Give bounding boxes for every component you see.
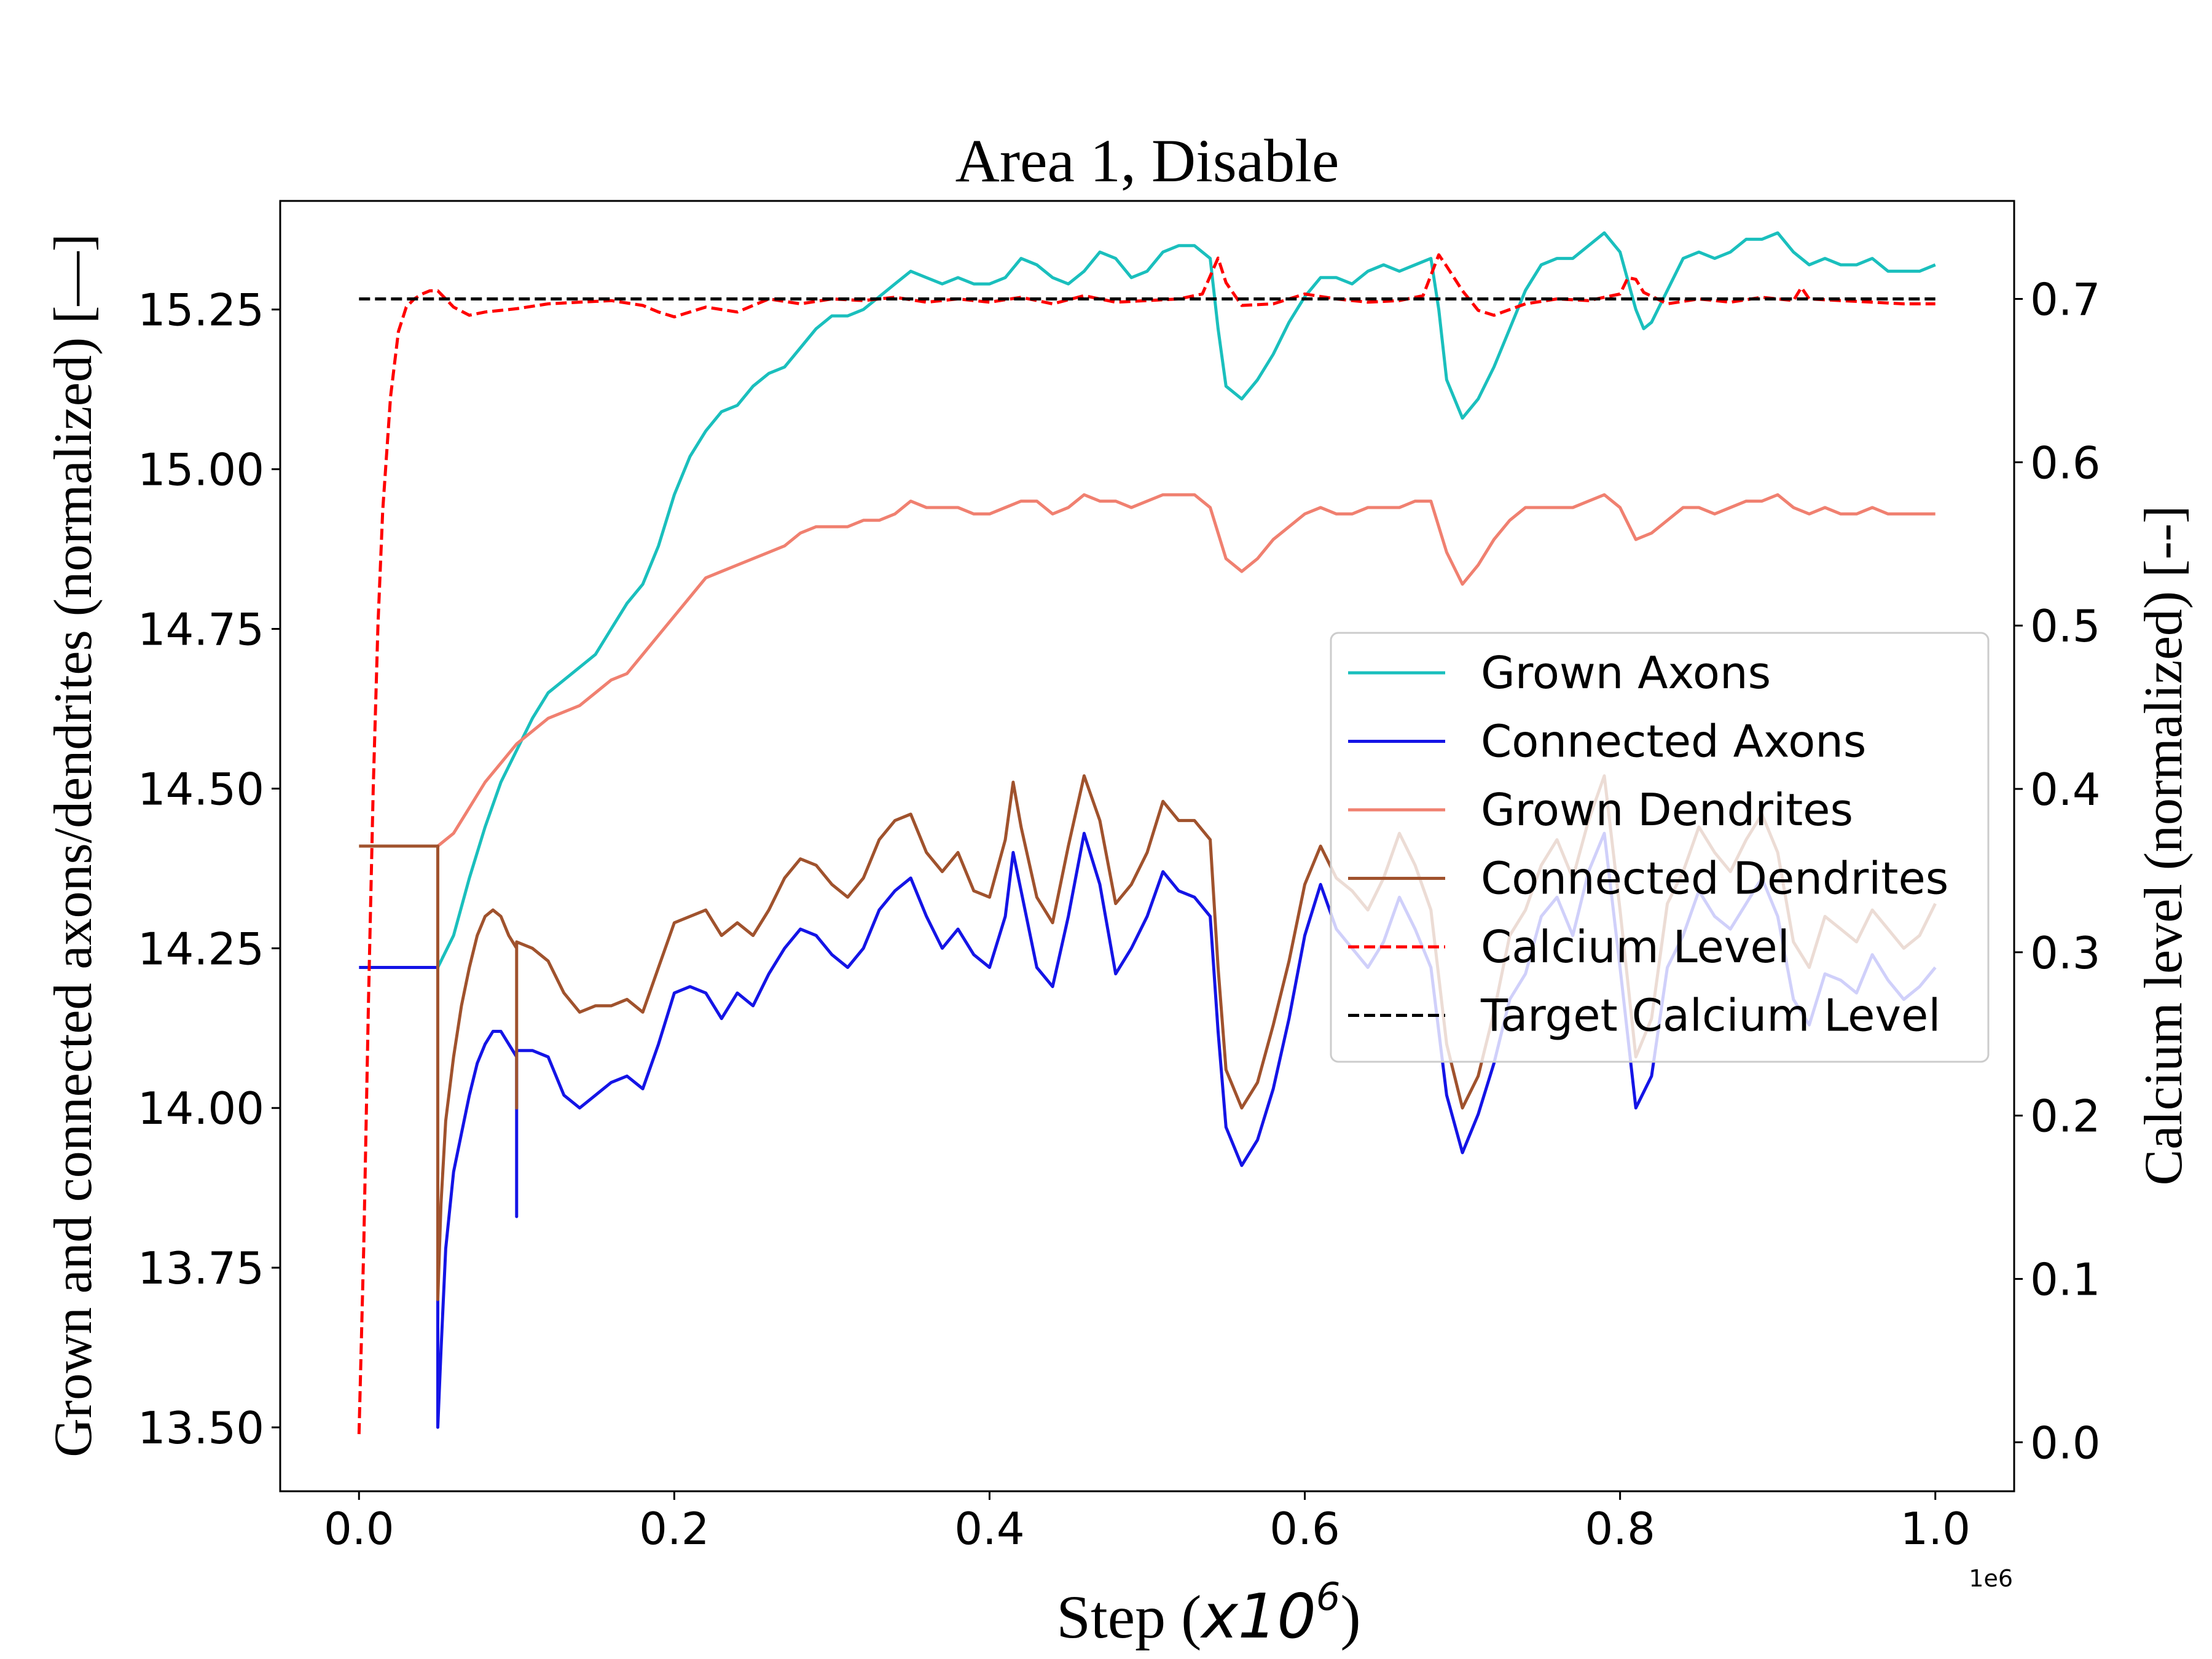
y-axis-left-label: Grown and connected axons/dendrites (nor… <box>44 233 103 1457</box>
x-axis-label: Step (x106) <box>1056 1574 1360 1652</box>
x-axis-label-exponent: 6 <box>1316 1574 1340 1619</box>
legend-label: Grown Dendrites <box>1481 784 1853 836</box>
x-tick-label: 0.4 <box>954 1503 1025 1555</box>
y-left-tick-label: 15.25 <box>138 284 264 336</box>
x-axis-label-close: ) <box>1340 1583 1360 1651</box>
y-right-tick-label: 0.6 <box>2030 437 2101 488</box>
y-axis-right-label: Calcium level (normalized) [--] <box>2134 506 2194 1186</box>
y-right-tick-label: 0.4 <box>2030 764 2101 815</box>
legend-label: Connected Dendrites <box>1481 853 1948 904</box>
y-right-tick-label: 0.1 <box>2030 1253 2101 1305</box>
legend-layer: Grown Axons Connected Axons Grown Dendrite… <box>1330 632 1990 1063</box>
legend-label: Target Calcium Level <box>1480 990 1940 1041</box>
plot-frame <box>279 200 2015 1492</box>
x-tick-label: 0.6 <box>1269 1503 1340 1555</box>
x-offset-text: 1e6 <box>1969 1565 2013 1592</box>
y-right-tick-label: 0.5 <box>2030 600 2101 652</box>
x-tick-label: 1.0 <box>1900 1503 1971 1555</box>
y-left-tick-label: 15.00 <box>138 444 264 496</box>
series-line-4 <box>357 253 1936 1435</box>
y-left-tick-label: 14.50 <box>138 763 264 815</box>
series-layer <box>357 231 1937 1435</box>
x-tick-label: 0.0 <box>324 1503 394 1555</box>
legend-label: Calcium Level <box>1481 921 1790 973</box>
chart-title: Area 1, Disable <box>955 127 1339 195</box>
series-line-0 <box>436 231 1936 968</box>
y-left-tick-label: 14.75 <box>138 604 264 656</box>
y-left-tick-label: 14.00 <box>138 1083 264 1134</box>
y-left-tick-label: 13.75 <box>138 1242 264 1294</box>
y-right-tick-label: 0.3 <box>2030 927 2101 979</box>
x-axis-label-math: x10 <box>1199 1580 1316 1652</box>
ticks-layer: 0.0 0.2 0.4 0.6 0.8 1.0 13.50 13.75 14.00 14.25 14… <box>138 273 2101 1555</box>
x-axis-label-text: Step ( <box>1056 1583 1201 1651</box>
x-tick-label: 0.2 <box>639 1503 710 1555</box>
series-line-2 <box>436 493 1936 847</box>
x-tick-label: 0.8 <box>1585 1503 1655 1555</box>
y-left-tick-label: 14.25 <box>138 923 264 975</box>
y-right-tick-label: 0.0 <box>2030 1417 2101 1469</box>
legend-label: Grown Axons <box>1481 647 1771 699</box>
y-right-tick-label: 0.2 <box>2030 1091 2101 1142</box>
legend-label: Connected Axons <box>1481 716 1866 767</box>
legend-box <box>1330 632 1990 1063</box>
y-right-tick-label: 0.7 <box>2030 273 2101 325</box>
y-left-tick-label: 13.50 <box>138 1402 264 1454</box>
